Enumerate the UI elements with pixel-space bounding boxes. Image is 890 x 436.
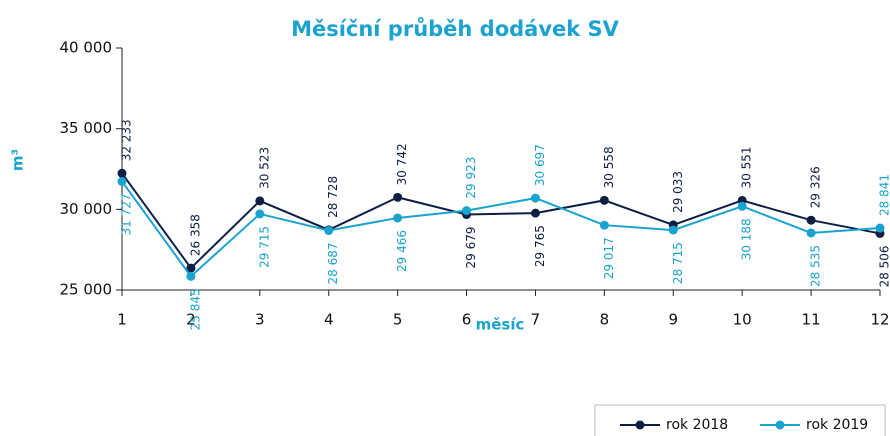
x-tick-label: 6 — [462, 311, 472, 329]
data-point — [530, 193, 540, 203]
x-tick-label: 2 — [186, 311, 196, 329]
data-label: 29 715 — [257, 226, 271, 268]
series-line — [121, 180, 881, 278]
data-point — [255, 209, 265, 219]
data-label: 29 765 — [533, 225, 547, 267]
data-point — [806, 228, 816, 238]
data-label: 30 558 — [602, 146, 616, 188]
data-label: 28 728 — [326, 176, 340, 218]
x-tick-label: 10 — [733, 311, 752, 329]
legend-box — [594, 404, 886, 436]
data-label: 30 188 — [740, 218, 754, 260]
data-label: 29 326 — [809, 166, 823, 208]
y-tick-label: 30 000 — [60, 200, 113, 218]
data-point — [186, 263, 196, 273]
data-point — [393, 213, 403, 223]
x-tick-label: 1 — [117, 311, 127, 329]
series-line — [121, 172, 881, 270]
data-point — [599, 195, 609, 205]
data-point — [530, 208, 540, 218]
data-label: 29 923 — [464, 157, 478, 199]
data-label: 29 033 — [671, 171, 685, 213]
x-axis-label: měsíc — [476, 316, 525, 334]
legend-label: rok 2018 — [666, 417, 728, 433]
data-label: 30 742 — [395, 143, 409, 185]
legend-marker — [635, 420, 645, 430]
x-tick-label: 9 — [668, 311, 678, 329]
chart-title: Měsíční průběh dodávek SV — [291, 17, 620, 41]
data-label: 28 715 — [671, 242, 685, 284]
x-tick-label: 11 — [802, 311, 821, 329]
data-point — [324, 226, 334, 236]
x-tick-label: 4 — [324, 311, 334, 329]
y-tick-label: 25 000 — [60, 281, 113, 299]
data-label: 28 506 — [878, 245, 890, 287]
data-label: 31 727 — [120, 193, 134, 235]
data-label: 29 466 — [395, 230, 409, 272]
data-point — [117, 168, 127, 178]
legend-marker — [775, 420, 785, 430]
data-label: 25 845 — [188, 288, 202, 330]
y-axis-label: m³ — [9, 149, 27, 171]
data-point — [599, 220, 609, 230]
data-label: 30 551 — [740, 146, 754, 188]
data-point — [806, 215, 816, 225]
x-tick-label: 3 — [255, 311, 265, 329]
data-label: 29 017 — [602, 237, 616, 279]
data-point — [393, 192, 403, 202]
data-label: 28 535 — [809, 245, 823, 287]
data-label: 32 233 — [120, 119, 134, 161]
x-tick-label: 12 — [870, 311, 889, 329]
data-point — [186, 271, 196, 281]
data-point — [875, 223, 885, 233]
data-label: 30 523 — [257, 147, 271, 189]
data-point — [255, 196, 265, 206]
data-label: 28 841 — [878, 174, 890, 216]
data-label: 26 358 — [188, 214, 202, 256]
data-label: 29 679 — [464, 227, 478, 269]
x-tick-label: 7 — [531, 311, 541, 329]
data-label: 28 687 — [326, 243, 340, 285]
data-point — [737, 201, 747, 211]
y-tick-label: 35 000 — [60, 119, 113, 137]
data-point — [668, 225, 678, 235]
y-tick-label: 40 000 — [60, 39, 113, 57]
legend-label: rok 2019 — [806, 417, 868, 433]
data-point — [462, 206, 472, 216]
x-tick-label: 8 — [600, 311, 610, 329]
x-tick-label: 5 — [393, 311, 403, 329]
data-label: 30 697 — [533, 144, 547, 186]
data-point — [117, 176, 127, 186]
